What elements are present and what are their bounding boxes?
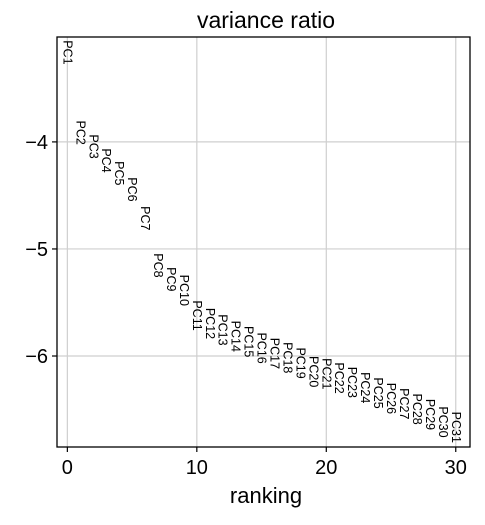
point-label-pc26: PC26 [384, 383, 398, 414]
plot-frame [56, 36, 471, 448]
x-axis-label: ranking [230, 483, 302, 508]
point-label-pc23: PC23 [345, 367, 359, 398]
point-label-pc4: PC4 [99, 148, 113, 172]
x-tick-label-20: 20 [315, 457, 337, 479]
chart-title: variance ratio [197, 7, 335, 33]
x-tick-label-30: 30 [445, 457, 467, 479]
point-label-pc2: PC2 [73, 120, 87, 144]
point-label-pc15: PC15 [242, 326, 256, 357]
point-label-pc24: PC24 [358, 372, 372, 403]
grid-layer [57, 37, 470, 447]
point-label-pc3: PC3 [86, 134, 100, 158]
point-label-pc12: PC12 [203, 308, 217, 339]
point-label-pc29: PC29 [423, 399, 437, 430]
point-label-pc14: PC14 [229, 321, 243, 352]
point-label-pc7: PC7 [138, 206, 152, 230]
point-label-pc27: PC27 [397, 388, 411, 419]
point-label-pc31: PC31 [449, 412, 463, 443]
point-label-pc28: PC28 [410, 393, 424, 424]
point-label-pc25: PC25 [371, 377, 385, 408]
point-label-pc21: PC21 [319, 358, 333, 389]
y-tick-label-0: −4 [25, 132, 48, 154]
point-label-pc30: PC30 [436, 406, 450, 437]
point-label-pc10: PC10 [177, 275, 191, 306]
point-label-pc11: PC11 [190, 300, 204, 330]
x-tick-label-0: 0 [62, 457, 73, 479]
ticks-layer: 0 10 20 30 −4 −5 −6 [25, 132, 467, 479]
point-label-pc20: PC20 [306, 356, 320, 387]
point-label-pc6: PC6 [125, 177, 139, 201]
point-label-pc1: PC1 [60, 40, 74, 64]
point-label-pc22: PC22 [332, 362, 346, 393]
point-label-pc18: PC18 [280, 342, 294, 373]
point-label-pc16: PC16 [255, 332, 269, 363]
x-tick-label-10: 10 [186, 457, 208, 479]
y-tick-label-2: −6 [25, 346, 48, 368]
point-label-pc8: PC8 [151, 253, 165, 277]
point-label-pc9: PC9 [164, 267, 178, 291]
point-label-pc17: PC17 [268, 338, 282, 369]
y-tick-label-1: −5 [25, 239, 48, 261]
point-labels-layer: PC1PC2PC3PC4PC5PC6PC7PC8PC9PC10PC11PC12P… [60, 40, 462, 443]
point-label-pc5: PC5 [112, 161, 126, 185]
point-label-pc19: PC19 [293, 347, 307, 378]
point-label-pc13: PC13 [216, 314, 230, 345]
